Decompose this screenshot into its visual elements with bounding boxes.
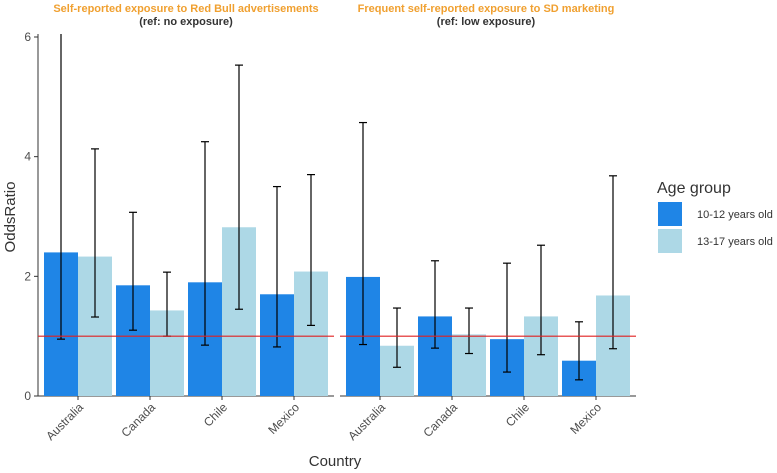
x-axis-title: Country (309, 453, 362, 470)
legend: Age group 10-12 years old 13-17 years ol… (657, 180, 773, 253)
y-tick-label: 2 (24, 269, 31, 283)
legend-label-13-17: 13-17 years old (697, 236, 773, 248)
x-tick-label: Chile (503, 400, 532, 429)
y-axis-title: OddsRatio (2, 182, 19, 253)
legend-label-10-12: 10-12 years old (697, 209, 773, 221)
x-tick-label: Chile (201, 400, 230, 429)
plot-area: 0 2 4 6 Australia Canada Chile Mexico Australia C… (24, 30, 636, 443)
x-tick-label: Mexico (265, 400, 302, 437)
panel-1-subtitle: (ref: no exposure) (139, 16, 233, 28)
panel-2-title: Frequent self-reported exposure to SD ma… (358, 3, 615, 15)
legend-swatch-13-17 (658, 229, 682, 253)
panel-1-title: Self-reported exposure to Red Bull adver… (53, 3, 318, 15)
legend-title: Age group (657, 180, 731, 197)
y-tick-label: 4 (24, 150, 31, 164)
x-tick-label: Australia (345, 400, 388, 443)
legend-swatch-10-12 (658, 202, 682, 226)
x-tick-label: Canada (420, 400, 460, 440)
x-tick-label: Mexico (567, 400, 604, 437)
x-tick-label: Australia (43, 400, 86, 443)
panel-2-subtitle: (ref: low exposure) (437, 16, 536, 28)
y-tick-label: 0 (24, 389, 31, 403)
x-tick-label: Canada (118, 400, 158, 440)
y-tick-label: 6 (24, 30, 31, 44)
